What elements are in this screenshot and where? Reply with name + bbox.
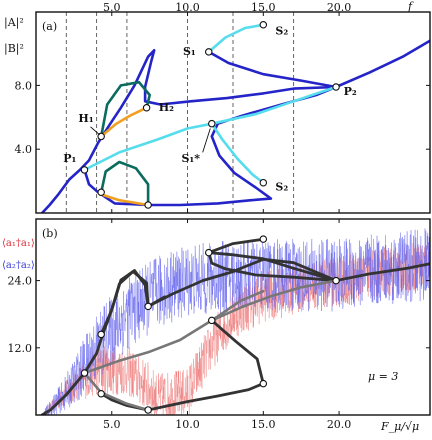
point-label: S₁* [181, 152, 200, 165]
series-line-dark [207, 237, 338, 283]
series-line-unstable [98, 192, 150, 207]
x-axis-label: F_μ/√μ [380, 420, 419, 433]
point-marker [332, 276, 340, 285]
series-line-mid [210, 289, 265, 322]
point-marker [259, 178, 268, 187]
plot-area [40, 228, 430, 415]
x-tick-label: 5.0 [103, 1, 121, 14]
point-label: S₁ [183, 45, 196, 58]
point-label: S₂ [275, 181, 288, 194]
plot-frame [35, 11, 431, 214]
y-tick-label: 8.0 [15, 79, 33, 92]
panel-label: (b) [42, 227, 58, 240]
point-marker [80, 166, 89, 174]
point-marker [144, 201, 152, 209]
point-marker [205, 248, 213, 257]
x-tick-label: 15.0 [251, 1, 276, 14]
panel-a: H₁ H₂ P₁ P₂ S₁ S₂ S₁* S₂ 5.0 10.0 15.0 20.0 4.0 8.0 (a… [4, 0, 431, 214]
point-marker [332, 83, 340, 91]
point-marker [259, 235, 268, 243]
point-marker [97, 188, 105, 197]
plot-frame [35, 218, 431, 416]
y-tick-label: 4.0 [15, 143, 33, 156]
panel-label: (a) [42, 20, 57, 33]
x-tick-label: 5.0 [103, 418, 121, 431]
series-line-hopf [99, 80, 151, 138]
point-label: H₁ [78, 112, 93, 125]
x-tick-label: 15.0 [251, 418, 276, 431]
point-label: P₁ [63, 152, 76, 165]
point-label: S₂ [275, 24, 288, 37]
series-line-main [83, 50, 338, 207]
point-marker [97, 330, 105, 339]
point-marker [142, 103, 151, 112]
trajectory-a2 [43, 228, 430, 415]
series-line-mid [83, 371, 150, 412]
x-axis-label: f [407, 0, 414, 13]
x-tick-label: 10.0 [175, 418, 200, 431]
point-label: H₂ [159, 101, 174, 114]
point-marker [259, 379, 268, 388]
series-line-main [40, 39, 430, 213]
mu-annotation: μ = 3 [368, 370, 398, 383]
series-line-secondary [207, 23, 265, 54]
plot-area [40, 12, 430, 213]
legend-entry-a2: ⟨a₂†a₂⟩ [2, 260, 35, 271]
x-tick-label: 20.0 [327, 1, 352, 14]
series-line-unstable [99, 106, 148, 138]
series-line-hopf [99, 160, 150, 205]
y-axis-label-bottom: |B|² [4, 42, 24, 56]
annotation-arrow [90, 126, 100, 136]
series-line-secondary [83, 85, 338, 172]
point-marker [97, 389, 105, 398]
point-label: P₂ [344, 85, 357, 98]
annotation-arrow [202, 128, 211, 153]
point-marker [208, 316, 216, 325]
series-line-secondary [210, 122, 265, 184]
point-marker [259, 21, 268, 29]
series-line-dark [99, 318, 265, 412]
point-marker [144, 406, 152, 414]
x-tick-label: 20.0 [327, 418, 352, 431]
point-marker [205, 48, 213, 56]
point-marker [208, 119, 216, 128]
y-tick-label: 12.0 [8, 342, 33, 355]
panel-b: 5.0 10.0 15.0 20.0 12.0 24.0 (b) ⟨a₁†a₁⟩ ⟨a₂†a₂⟩… [2, 218, 431, 433]
point-marker [144, 302, 152, 311]
legend-entry-a1: ⟨a₁†a₁⟩ [2, 238, 35, 249]
y-axis-label-top: |A|² [4, 16, 24, 30]
x-tick-label: 10.0 [175, 1, 200, 14]
y-tick-label: 24.0 [8, 275, 33, 288]
point-marker [80, 369, 89, 377]
